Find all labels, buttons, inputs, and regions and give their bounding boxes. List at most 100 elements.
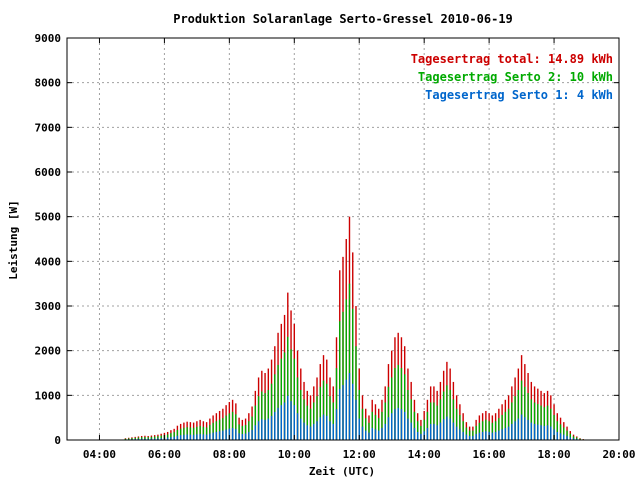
bar-serto1 xyxy=(455,426,458,440)
y-tick-label: 2000 xyxy=(35,345,62,358)
bar-serto1 xyxy=(287,395,289,440)
bar-serto2 xyxy=(455,408,458,440)
x-axis-ticks: 04:00 06:00 08:00 10:00 12:00 14:00 16:00 18:00… xyxy=(83,38,636,461)
bar-serto2 xyxy=(410,399,412,440)
bar-serto2 xyxy=(361,408,364,440)
bar-serto1 xyxy=(283,402,286,440)
bar-serto1 xyxy=(254,425,257,440)
bar-serto2 xyxy=(322,380,325,440)
bar-serto2 xyxy=(498,418,500,440)
bar-serto2 xyxy=(416,421,419,440)
bar-serto2 xyxy=(494,421,497,440)
bar-serto2 xyxy=(439,399,442,440)
bar-serto2 xyxy=(244,424,247,440)
bar-serto1 xyxy=(274,411,276,440)
bar-serto2 xyxy=(524,386,526,440)
bar-serto2 xyxy=(218,419,221,440)
bar-serto1 xyxy=(556,431,559,440)
bar-serto2 xyxy=(355,346,357,440)
bar-serto1 xyxy=(144,438,146,440)
bar-serto2 xyxy=(183,427,185,440)
bar-serto2 xyxy=(452,399,455,440)
bar-serto1 xyxy=(537,424,539,440)
bar-serto1 xyxy=(329,421,331,440)
bar-serto2 xyxy=(170,433,172,440)
y-axis-ticks: 0 1000 2000 3000 4000 5000 6000 7000 8000 9000 xyxy=(35,32,619,447)
bar-serto2 xyxy=(384,402,386,440)
bar-serto2 xyxy=(449,389,451,440)
bar-serto1 xyxy=(212,432,214,440)
bar-serto1 xyxy=(361,426,364,440)
bar-serto1 xyxy=(244,433,247,440)
bar-serto2 xyxy=(235,414,237,440)
bar-serto2 xyxy=(261,391,263,440)
bar-serto1 xyxy=(368,432,370,440)
bar-serto2 xyxy=(556,421,559,440)
bar-serto1 xyxy=(378,430,380,440)
y-tick-label: 3000 xyxy=(35,300,62,313)
bar-serto2 xyxy=(436,405,438,440)
bar-serto1 xyxy=(196,434,198,440)
bar-serto2 xyxy=(303,399,305,440)
bar-serto1 xyxy=(326,415,328,440)
bar-serto2 xyxy=(316,396,318,440)
bar-serto1 xyxy=(332,423,334,440)
x-tick-label: 10:00 xyxy=(278,448,311,461)
bar-serto2 xyxy=(572,436,575,440)
bar-serto1 xyxy=(407,418,409,440)
bar-serto2 xyxy=(238,424,240,440)
bar-serto1 xyxy=(365,430,367,440)
bar-serto2 xyxy=(478,422,481,440)
bar-serto1 xyxy=(468,435,471,440)
bar-serto2 xyxy=(280,358,283,440)
bar-serto2 xyxy=(215,421,218,440)
x-tick-label: 16:00 xyxy=(473,448,506,461)
x-tick-label: 20:00 xyxy=(602,448,635,461)
legend-entry: Tagesertrag Serto 2: 10 kWh xyxy=(418,70,613,84)
x-tick-label: 04:00 xyxy=(83,448,116,461)
bar-serto1 xyxy=(501,429,503,440)
bar-serto1 xyxy=(150,438,153,440)
bar-serto1 xyxy=(403,411,406,440)
bar-serto2 xyxy=(296,377,299,440)
bar-serto2 xyxy=(391,377,393,440)
bar-serto1 xyxy=(540,425,542,440)
bar-serto2 xyxy=(157,436,159,440)
bar-serto1 xyxy=(452,422,455,440)
bar-serto1 xyxy=(280,405,283,440)
bar-serto1 xyxy=(543,425,546,440)
bar-serto1 xyxy=(173,436,175,440)
y-tick-label: 5000 xyxy=(35,211,62,224)
bar-serto2 xyxy=(387,386,390,440)
bar-serto1 xyxy=(309,426,312,440)
bar-serto1 xyxy=(277,407,279,440)
bar-serto2 xyxy=(403,374,406,440)
bar-serto1 xyxy=(300,418,302,440)
bar-serto2 xyxy=(540,405,542,440)
bar-serto1 xyxy=(267,418,270,440)
bar-serto1 xyxy=(517,418,520,440)
bar-serto2 xyxy=(507,408,510,440)
x-tick-label: 18:00 xyxy=(537,448,570,461)
bar-serto1 xyxy=(572,438,575,440)
bar-serto1 xyxy=(527,419,529,440)
bar-serto1 xyxy=(264,419,266,440)
bar-serto2 xyxy=(459,414,461,440)
bar-serto1 xyxy=(475,433,477,440)
bar-serto1 xyxy=(170,437,172,440)
bar-serto2 xyxy=(277,364,279,440)
bar-serto2 xyxy=(222,418,224,440)
bar-serto2 xyxy=(196,426,198,440)
bar-serto1 xyxy=(546,425,549,440)
bar-serto1 xyxy=(446,416,448,440)
bar-serto2 xyxy=(423,419,425,440)
bar-serto2 xyxy=(274,374,276,440)
bar-serto2 xyxy=(166,434,169,440)
bar-serto1 xyxy=(481,431,484,440)
x-tick-label: 12:00 xyxy=(343,448,376,461)
bar-serto2 xyxy=(306,405,308,440)
bar-serto1 xyxy=(569,437,571,440)
bar-serto2 xyxy=(140,437,143,440)
bar-serto1 xyxy=(433,423,435,440)
